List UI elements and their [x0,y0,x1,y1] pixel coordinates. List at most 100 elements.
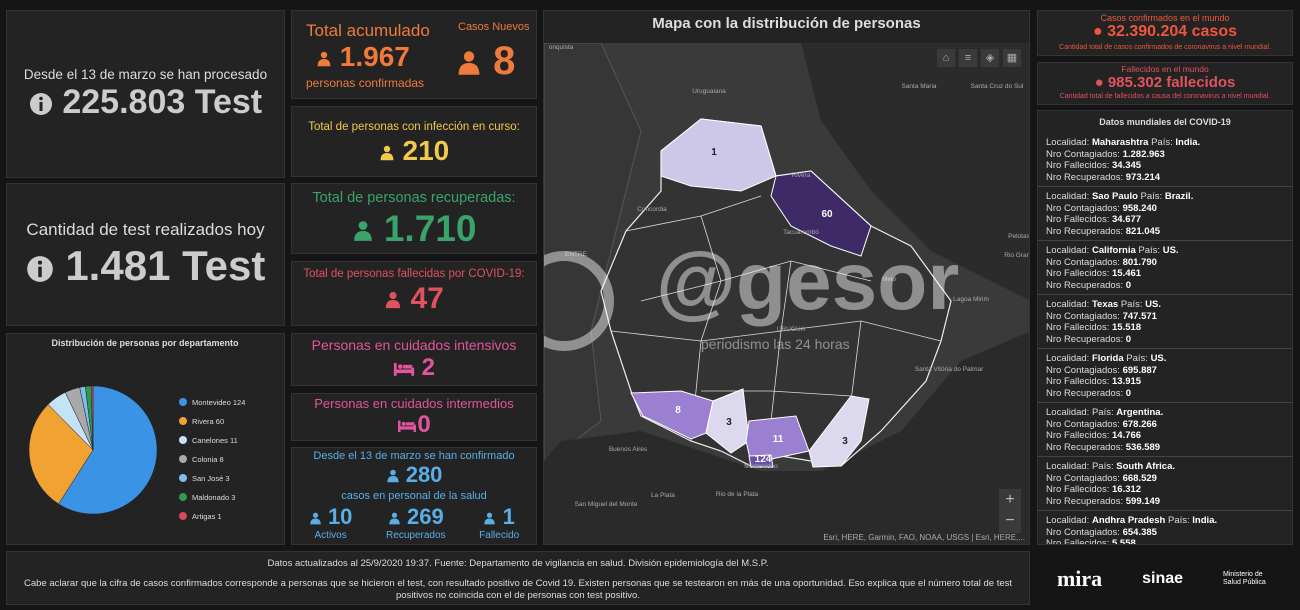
total-value: 1.967 [316,41,410,73]
label: Desde el 13 de marzo se han procesado [23,67,268,82]
chart-title: Distribución de personas por departament… [51,338,239,348]
deaths: 15.461 [1112,268,1142,279]
value: ● 32.390.204 casos [1093,23,1237,40]
legend-value: 8 [220,455,224,464]
field-label: Localidad: [1046,191,1090,202]
tests-processed-panel: Desde el 13 de marzo se han procesado 22… [6,10,285,178]
zoom-out[interactable]: − [999,511,1021,533]
entry-deaths: Nro Fallecidos: 13.915 [1046,376,1284,388]
staff-item: 1 Fallecido [479,504,519,541]
value: 280 [292,462,536,488]
staff-label: Activos [314,530,347,541]
department-artigas [660,118,777,192]
icu-count: 2 [421,354,436,381]
recovered-panel: Total de personas recuperadas: 1.710 [291,183,537,254]
cases: 654.385 [1122,526,1157,538]
department-canelones [745,415,810,464]
legend-value: 1 [217,512,221,521]
field-label: Localidad: [1046,137,1090,148]
legend-label: Colonia [192,455,218,464]
department-san-jose [705,388,750,454]
world-entry: Localidad: Maharashtra País: India. Nro C… [1038,133,1292,187]
entry-cases: Nro Contagiados: 654.385 [1046,527,1284,539]
legend-entry: Canelones 11 [192,436,238,445]
field-label: Nro Recuperados: [1046,441,1124,453]
field-label: Nro Fallecidos: [1046,322,1110,333]
place-label: Uruguaiana [692,88,726,95]
intermediate-count: 0 [417,411,431,438]
logo-sinae: sinae [1142,569,1184,587]
field-label: Nro Recuperados: [1046,171,1124,183]
field-label: Nro Contagiados: [1046,418,1120,430]
field-label: Nro Recuperados: [1046,387,1124,399]
field-label: Nro Fallecidos: [1046,376,1110,387]
country: US. [1145,299,1161,310]
deaths-count: 47 [410,282,444,315]
field-label: País: [1140,191,1163,202]
field-label: Nro Contagiados: [1046,364,1120,376]
locality: California [1091,245,1136,256]
value: 47 [292,282,536,316]
label: Casos confirmados en el mundo [1100,13,1230,23]
recovered: 973.214 [1125,171,1161,183]
department-maldonado [808,395,870,468]
deaths: 14.766 [1112,430,1142,441]
cases: 1.282.963 [1122,148,1165,160]
department-label: 1 [711,147,717,158]
label: Cantidad de test realizados hoy [26,220,265,239]
locality: Texas [1091,299,1119,310]
world-deaths: 985.302 fallecidos [1107,74,1236,91]
label: Total de personas fallecidas por COVID-1… [303,268,525,280]
field-label: Nro Fallecidos: [1046,214,1110,225]
field-label: Nro Recuperados: [1046,279,1124,291]
entry-recovered: Nro Recuperados: 0 [1046,280,1284,292]
department-label: 3 [842,436,848,447]
department-montevideo [748,454,774,468]
field-label: País: [1126,353,1148,364]
staff-count: 269 [406,504,444,529]
field-label: Nro Contagiados: [1046,148,1120,160]
layers-button[interactable]: ◈ [981,49,999,67]
staff-count: 1 [502,504,515,529]
legend-label: Montevideo [192,398,231,407]
staff-value: 10 [309,504,352,530]
note: Cantidad total de casos confirmados de c… [1059,44,1271,51]
department-rivera [770,170,872,257]
field-label: Nro Contagiados: [1046,472,1120,484]
cases: 668.529 [1122,472,1157,484]
legend-label: Canelones [192,436,228,445]
field-label: Localidad: [1046,299,1090,310]
cases: 958.240 [1122,202,1157,214]
department-labels: 1 60 8 3 11 3 124 [675,147,848,465]
zoom-in[interactable]: + [999,489,1021,511]
deaths: 5.558 [1112,538,1136,544]
department-label: 8 [675,405,681,416]
entry-location: Localidad: País: South Africa. [1046,461,1284,473]
department-label: 3 [726,417,732,428]
qr-button[interactable]: ▦ [1003,49,1021,67]
field-label: Nro Recuperados: [1046,495,1124,507]
person-icon [456,50,482,76]
country: India. [1175,137,1201,148]
legend-button[interactable]: ≡ [959,49,977,67]
entry-deaths: Nro Fallecidos: 34.345 [1046,160,1284,172]
health-staff-count: 280 [405,462,443,487]
country: India. [1192,515,1218,526]
field-label: Nro Contagiados: [1046,526,1120,538]
label: Total de personas con infección en curso… [308,121,520,133]
home-button[interactable]: ⌂ [937,49,955,67]
field-label: Nro Contagiados: [1046,256,1120,268]
legend-entry: Montevideo 124 [192,398,245,407]
person-icon [352,220,374,242]
person-icon [309,512,322,525]
legend-value: 3 [225,474,229,483]
entry-deaths: Nro Fallecidos: 34.677 [1046,214,1284,226]
world-list[interactable]: Localidad: Maharashtra País: India. Nro C… [1038,133,1292,544]
legend-swatch [179,417,187,425]
department-borders [610,195,942,442]
entry-location: Localidad: Maharashtra País: India. [1046,137,1284,149]
entry-recovered: Nro Recuperados: 0 [1046,334,1284,346]
pie-chart: Distribución de personas por departament… [28,338,245,521]
place-label: Concordia [637,206,667,213]
